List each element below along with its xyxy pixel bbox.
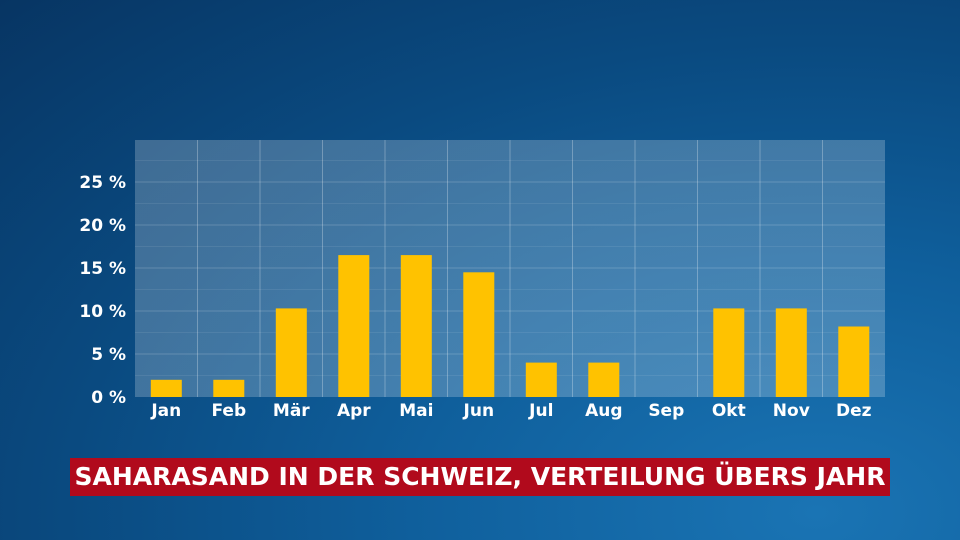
y-tick-label: 20 % [79, 216, 126, 236]
chart-title: SAHARASAND IN DER SCHWEIZ, VERTEILUNG ÜB… [70, 458, 890, 496]
bar-jul [525, 362, 557, 397]
plot-area [135, 140, 885, 397]
x-tick-label-jan: Jan [150, 401, 181, 421]
y-axis-ticks: 0 % 5 % 10 % 15 % 20 % 25 % [79, 173, 126, 408]
bar-chart: 0 % 5 % 10 % 15 % 20 % 25 % Jan Feb Mär Apr Mai Ju… [79, 140, 885, 421]
x-tick-label-apr: Apr [337, 401, 371, 421]
x-tick-label-nov: Nov [773, 401, 810, 421]
bar-apr [338, 255, 370, 397]
bar-mär [275, 308, 307, 397]
bar-jun [463, 272, 495, 397]
x-tick-label-sep: Sep [648, 401, 684, 421]
y-tick-label: 10 % [79, 302, 126, 322]
bar-dez [838, 326, 870, 397]
bars [150, 255, 870, 397]
x-tick-label-feb: Feb [211, 401, 246, 421]
x-tick-label-jun: Jun [463, 401, 495, 421]
y-tick-label: 0 % [91, 388, 126, 408]
x-tick-label-jul: Jul [528, 401, 553, 421]
y-tick-label: 25 % [79, 173, 126, 193]
x-tick-label-mai: Mai [399, 401, 433, 421]
x-tick-label-okt: Okt [712, 401, 746, 421]
grid-lines [135, 140, 885, 397]
y-tick-label: 15 % [79, 259, 126, 279]
bar-mai [400, 255, 432, 397]
bar-okt [713, 308, 745, 397]
y-tick-label: 5 % [91, 345, 126, 365]
x-tick-label-aug: Aug [585, 401, 622, 421]
bar-nov [775, 308, 807, 397]
bar-aug [588, 362, 620, 397]
bar-feb [213, 379, 245, 397]
bar-jan [150, 379, 182, 397]
x-axis-ticks: Jan Feb Mär Apr Mai Jun Jul Aug Sep Okt Nov Dez [150, 401, 871, 421]
x-tick-label-mär: Mär [273, 401, 310, 421]
x-tick-label-dez: Dez [836, 401, 872, 421]
